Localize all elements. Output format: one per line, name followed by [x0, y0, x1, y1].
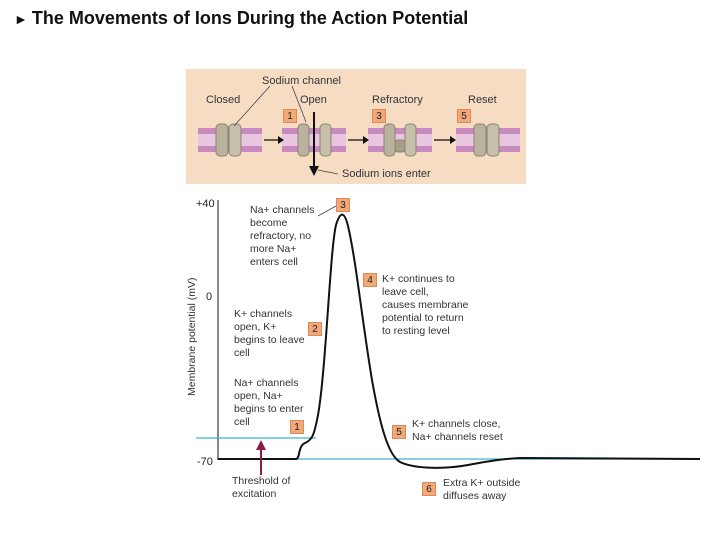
annotation-text-5: K+ channels close, Na+ channels reset: [412, 418, 503, 443]
page-title: ► The Movements of Ions During the Action…: [14, 8, 468, 29]
state-badge-3: 3: [372, 109, 386, 123]
title-text: The Movements of Ions During the Action …: [31, 8, 469, 28]
annotation-text-6: Extra K+ outside diffuses away: [443, 477, 521, 502]
y-tick-plus40: +40: [196, 198, 215, 210]
state-label-reset: Reset: [468, 94, 497, 106]
annotation-text-2: K+ channels open, K+ begins to leave cel…: [234, 308, 305, 359]
y-tick-0: 0: [206, 291, 213, 303]
annotation-leaders: [317, 205, 337, 217]
threshold-label: Threshold of excitation: [232, 475, 291, 500]
state-arrows: [264, 136, 456, 144]
state-label-refractory: Refractory: [372, 94, 423, 106]
channel-reset: [473, 123, 500, 157]
annotation-badge-5: 5: [392, 425, 406, 439]
state-badge-5: 5: [457, 109, 471, 123]
y-tick-minus70: -70: [197, 456, 213, 468]
state-label-closed: Closed: [206, 94, 241, 106]
annotation-text-4: K+ continues to leave cell, causes membr…: [382, 273, 469, 337]
sodium-entry-arrow: [309, 112, 339, 176]
annotation-badge-3: 3: [336, 198, 350, 212]
sodium-channel-label: Sodium channel: [262, 75, 341, 87]
annotation-badge-2: 2: [308, 322, 322, 336]
y-axis-label: Membrane potential (mV): [186, 277, 198, 396]
channel-refractory: [383, 123, 417, 157]
sodium-channel-leaders: [233, 85, 307, 127]
sodium-ions-enter-label: Sodium ions enter: [342, 168, 431, 180]
threshold-arrow: [256, 440, 266, 475]
triangle-bullet-icon: ►: [14, 11, 28, 27]
annotation-badge-1: 1: [290, 420, 304, 434]
annotation-badge-6: 6: [422, 482, 436, 496]
channel-panel-bg: [186, 69, 526, 184]
annotation-badge-4: 4: [363, 273, 377, 287]
state-badge-1: 1: [283, 109, 297, 123]
action-potential-trace: [218, 213, 701, 469]
annotation-text-1: Na+ channels open, Na+ begins to enter c…: [234, 377, 304, 428]
annotation-text-3: Na+ channels become refractory, no more …: [250, 204, 315, 268]
channel-open: [297, 123, 332, 157]
channel-closed: [215, 123, 242, 157]
state-label-open: Open: [300, 94, 327, 106]
